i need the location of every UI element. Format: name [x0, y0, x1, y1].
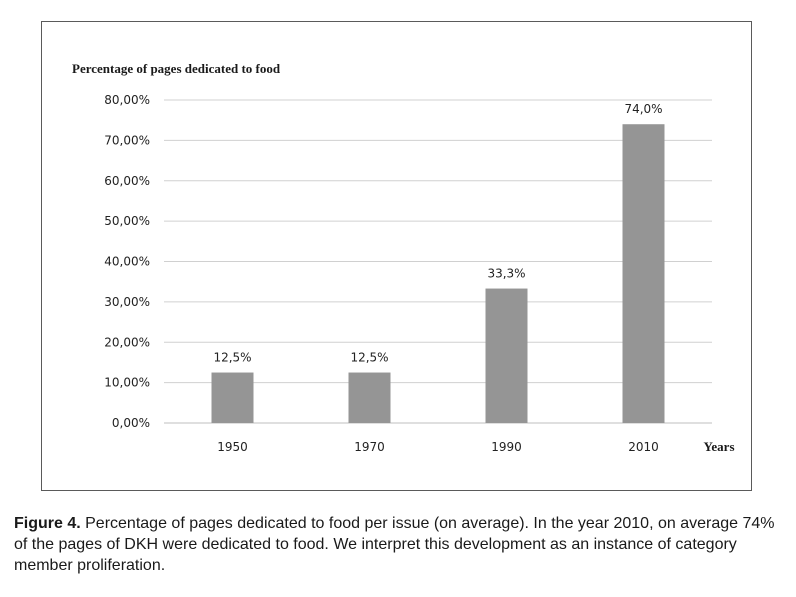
bar-1990 — [485, 288, 528, 423]
caption-text: Percentage of pages dedicated to food pe… — [14, 515, 775, 574]
y-tick-label: 50,00% — [104, 214, 150, 228]
y-tick-label: 20,00% — [104, 335, 150, 349]
y-axis-title: Percentage of pages dedicated to food — [72, 61, 281, 76]
x-tick-label: 1970 — [354, 440, 385, 454]
x-axis-title: Years — [703, 439, 734, 454]
y-tick-label: 80,00% — [104, 93, 150, 107]
x-tick-label: 1950 — [217, 440, 248, 454]
y-tick-label: 60,00% — [104, 174, 150, 188]
x-tick-label: 2010 — [628, 440, 659, 454]
data-labels: 12,5% 12,5% 33,3% 74,0% — [213, 102, 662, 364]
x-tick-label: 1990 — [491, 440, 522, 454]
y-tick-label: 30,00% — [104, 295, 150, 309]
figure-label: Figure 4. — [14, 515, 81, 532]
y-tick-labels: 0,00% 10,00% 20,00% 30,00% 40,00% 50,00% 60,00… — [104, 93, 150, 430]
bars — [211, 124, 665, 423]
figure-caption: Figure 4. Percentage of pages dedicated … — [14, 513, 786, 576]
data-label-2010: 74,0% — [624, 102, 662, 116]
data-label-1970: 12,5% — [350, 351, 388, 365]
y-tick-label: 40,00% — [104, 255, 150, 269]
x-tick-labels: 1950 1970 1990 2010 — [217, 440, 659, 454]
bar-1950 — [211, 372, 254, 423]
y-tick-label: 0,00% — [112, 416, 150, 430]
data-label-1950: 12,5% — [213, 351, 251, 365]
data-label-1990: 33,3% — [487, 267, 525, 281]
bar-2010 — [622, 124, 665, 423]
y-tick-label: 10,00% — [104, 376, 150, 390]
gridlines — [164, 99, 712, 424]
y-tick-label: 70,00% — [104, 133, 150, 147]
bar-1970 — [348, 372, 391, 423]
